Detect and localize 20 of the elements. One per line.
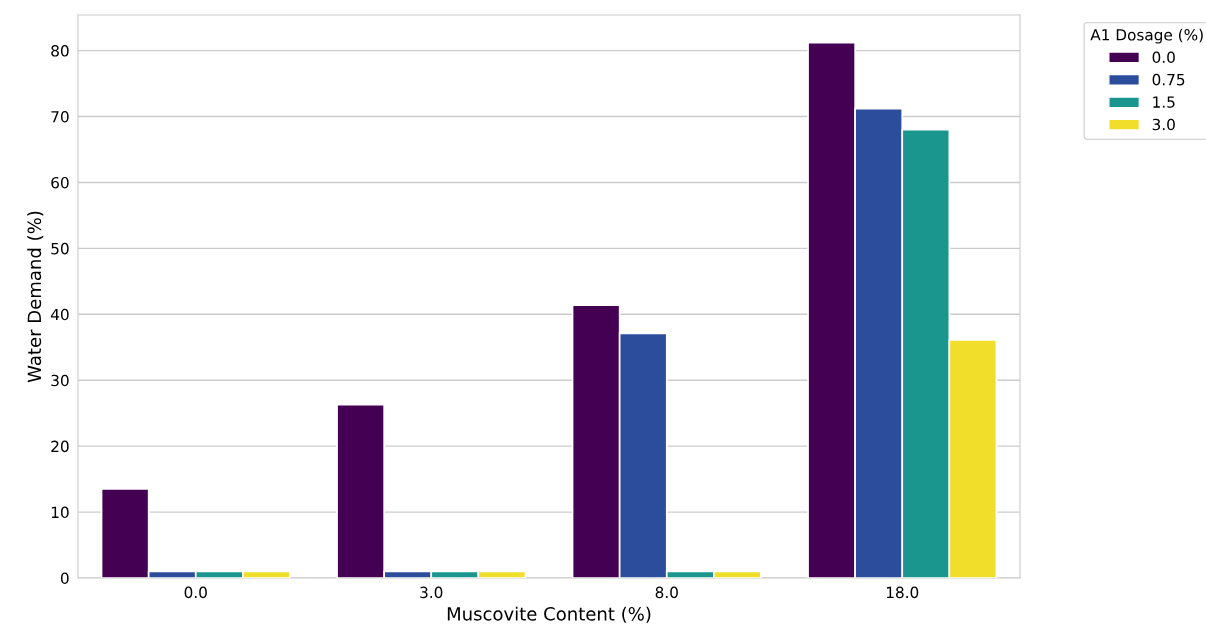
- legend-label: 0.0: [1152, 51, 1175, 63]
- y-tick-label: 20: [51, 440, 69, 453]
- y-tick-label: 30: [51, 374, 69, 387]
- x-axis-title: Muscovite Content (%): [447, 606, 651, 623]
- y-tick-label: 0: [60, 572, 69, 585]
- y-tick-label: 50: [51, 242, 69, 255]
- legend-title: A1 Dosage (%): [1090, 28, 1203, 44]
- y-tick-label: 40: [50, 308, 69, 321]
- x-tick-label: 0.0: [184, 586, 207, 599]
- legend-label: 1.5: [1153, 96, 1175, 108]
- x-tick-label: 3.0: [420, 586, 443, 599]
- y-axis-title: Water Demand (%): [27, 211, 44, 383]
- legend-label: 3.0: [1152, 118, 1175, 131]
- legend-label: 0.75: [1152, 73, 1185, 86]
- y-tick-label: 10: [51, 506, 69, 519]
- y-tick-label: 80: [51, 45, 69, 57]
- y-tick-label: 70: [51, 110, 69, 123]
- y-tick-label: 60: [51, 176, 69, 189]
- x-tick-label: 18.0: [886, 586, 919, 599]
- x-tick-label: 8.0: [655, 586, 678, 599]
